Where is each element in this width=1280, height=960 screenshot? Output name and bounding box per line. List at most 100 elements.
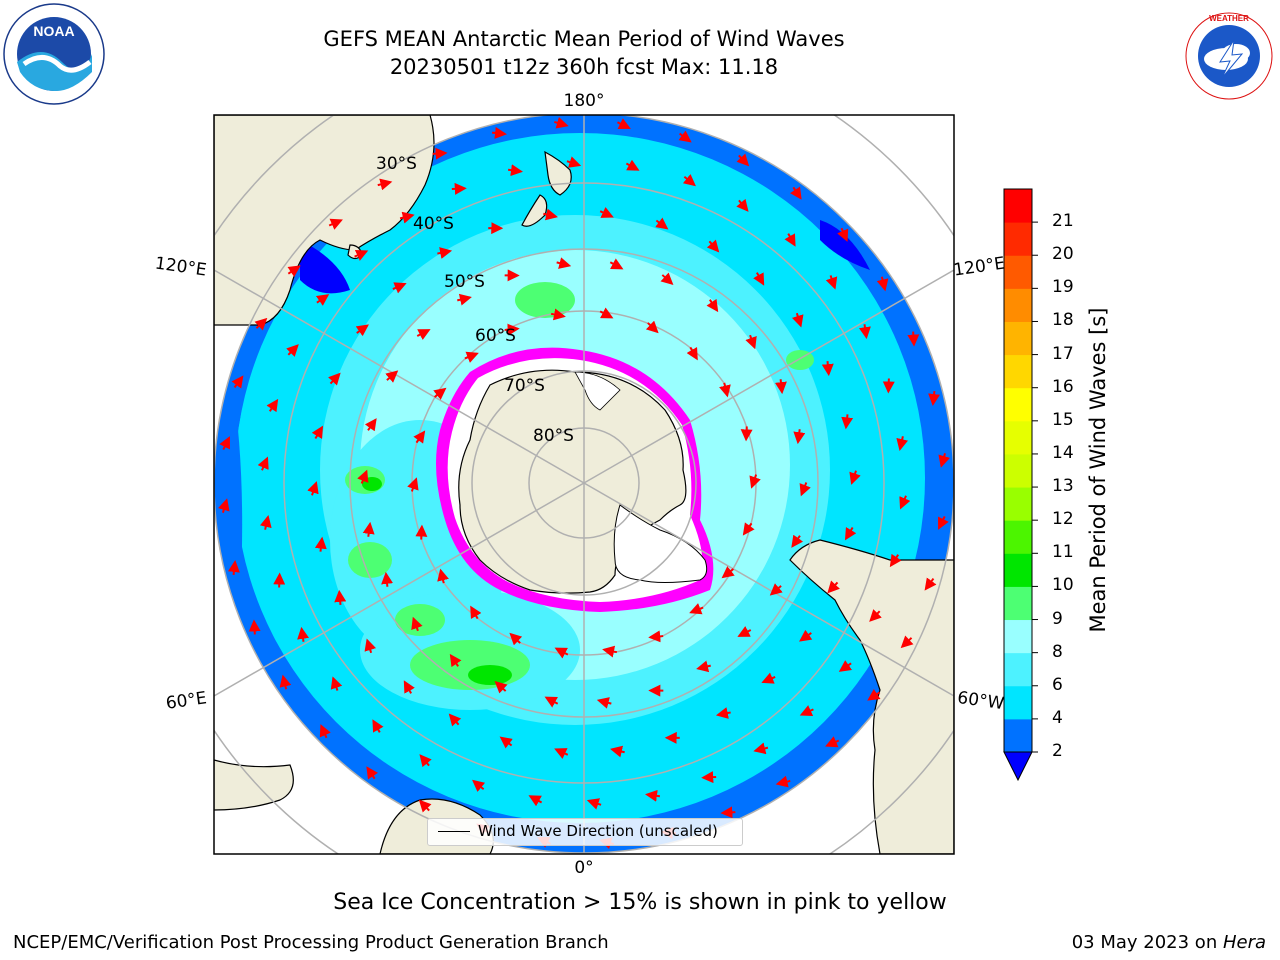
legend-label: Wind Wave Direction (unscaled)	[478, 822, 718, 840]
wave-direction-arrow	[464, 351, 479, 363]
wave-direction-arrow	[610, 745, 625, 758]
wave-direction-arrow	[286, 344, 299, 357]
wave-direction-arrow	[311, 425, 324, 439]
wave-direction-arrow	[543, 208, 558, 221]
wave-direction-arrow	[825, 275, 838, 290]
wave-direction-arrow	[928, 390, 941, 406]
colorbar-segment	[1004, 718, 1032, 753]
wave-direction-arrow	[307, 481, 319, 496]
wave-direction-arrow	[266, 398, 279, 413]
colorbar-tick-label: 20	[1052, 244, 1074, 265]
wave-direction-arrow	[433, 387, 447, 400]
svg-text:WEATHER: WEATHER	[1209, 14, 1249, 23]
wave-direction-arrow	[876, 276, 889, 292]
colorbar	[1003, 188, 1038, 782]
footer-date: 03 May 2023 on Hera	[1071, 932, 1266, 953]
lat-label-50s: 50°S	[444, 272, 485, 292]
wave-direction-arrow	[554, 748, 569, 760]
wave-direction-arrow	[648, 630, 664, 643]
wave-direction-arrow	[314, 536, 327, 552]
colorbar-segment	[1004, 321, 1032, 356]
colorbar-segment	[1004, 586, 1032, 621]
wave-direction-arrow	[544, 696, 559, 708]
colorbar-tick-label: 16	[1052, 376, 1074, 397]
nws-logo: WEATHER	[1185, 12, 1273, 100]
wave-direction-arrow	[609, 258, 624, 270]
wave-direction-arrow	[273, 572, 286, 588]
colorbar-tick-label: 9	[1052, 608, 1063, 629]
wave-direction-arrow	[330, 676, 343, 691]
wave-direction-arrow	[938, 453, 950, 468]
wave-direction-arrow	[392, 282, 407, 294]
wave-direction-arrow	[837, 227, 849, 242]
sea-ice-caption: Sea Ice Concentration > 15% is shown in …	[333, 890, 947, 915]
colorbar-segment	[1004, 420, 1032, 455]
wave-direction-arrow	[413, 430, 426, 444]
wave-direction-arrow	[357, 469, 369, 484]
wave-direction-arrow	[745, 334, 757, 350]
lon-label-180: 180°	[564, 91, 605, 111]
lon-label-120-right: 120°E	[952, 254, 1006, 281]
wave-direction-arrow	[381, 571, 394, 587]
wave-direction-arrow	[364, 638, 376, 654]
colorbar-tick-label: 4	[1052, 707, 1063, 728]
wave-direction-arrow	[841, 414, 854, 430]
lat-label-80s: 80°S	[533, 426, 574, 446]
colorbar-tick-label: 2	[1052, 741, 1063, 761]
wave-direction-arrow	[219, 436, 230, 450]
wave-direction-arrow	[721, 566, 735, 579]
wave-direction-arrow	[825, 736, 840, 748]
colorbar-tick-label: 8	[1052, 641, 1063, 662]
wave-period-field	[214, 115, 954, 853]
colorbar-segment	[1004, 453, 1032, 488]
wave-direction-arrow	[736, 198, 749, 212]
colorbar-segment	[1004, 189, 1032, 223]
wave-direction-arrow	[907, 331, 920, 347]
wave-direction-arrow	[254, 317, 268, 331]
wave-direction-arrow	[924, 577, 937, 591]
colorbar-segment	[1004, 387, 1032, 422]
wave-direction-arrow	[889, 553, 902, 568]
lon-label-120e-left: 120°E	[154, 254, 208, 281]
footer-credit: NCEP/EMC/Verification Post Processing Pr…	[13, 932, 609, 953]
wave-direction-arrow	[507, 164, 523, 177]
wave-direction-arrow	[411, 616, 423, 632]
wave-direction-arrow	[838, 660, 853, 672]
wave-direction-arrow	[372, 719, 384, 733]
wind-wave-arrows	[218, 117, 950, 849]
colorbar-segment	[1004, 553, 1032, 587]
wave-direction-arrow	[494, 680, 508, 694]
colorbar-frame	[1003, 188, 1033, 753]
wave-direction-arrow	[938, 516, 949, 530]
colorbar-segment	[1004, 354, 1032, 389]
wave-direction-arrow	[528, 795, 543, 807]
wave-direction-arrow	[586, 798, 602, 810]
wave-direction-arrow	[319, 724, 331, 739]
wave-direction-arrow	[749, 474, 761, 489]
wave-direction-arrow	[287, 265, 301, 277]
colorbar-segment	[1004, 619, 1032, 654]
wave-direction-arrow	[736, 153, 750, 167]
wave-direction-arrow	[740, 426, 753, 442]
wave-direction-arrow	[554, 117, 569, 129]
wave-direction-arrow	[769, 583, 783, 596]
wave-direction-arrow	[742, 522, 755, 536]
wave-direction-arrow	[899, 495, 911, 510]
noaa-logo: NOAA	[3, 3, 105, 105]
colorbar-segment	[1004, 222, 1032, 256]
wave-direction-arrow	[403, 680, 415, 694]
colorbar-label: Mean Period of Wind Waves [s]	[1086, 307, 1110, 633]
wave-direction-arrow	[407, 477, 419, 492]
wave-direction-arrow	[279, 674, 292, 690]
wave-direction-arrow	[419, 754, 432, 768]
wave-direction-arrow	[259, 515, 272, 530]
wave-direction-arrow	[362, 521, 375, 537]
wave-direction-arrow	[660, 272, 674, 286]
wave-direction-arrow	[355, 324, 369, 337]
wave-direction-arrow	[451, 182, 467, 195]
wave-direction-arrow	[364, 418, 377, 432]
wave-direction-arrow	[448, 713, 462, 727]
wave-direction-arrow	[689, 603, 704, 615]
lat-label-30s: 30°S	[376, 154, 417, 174]
